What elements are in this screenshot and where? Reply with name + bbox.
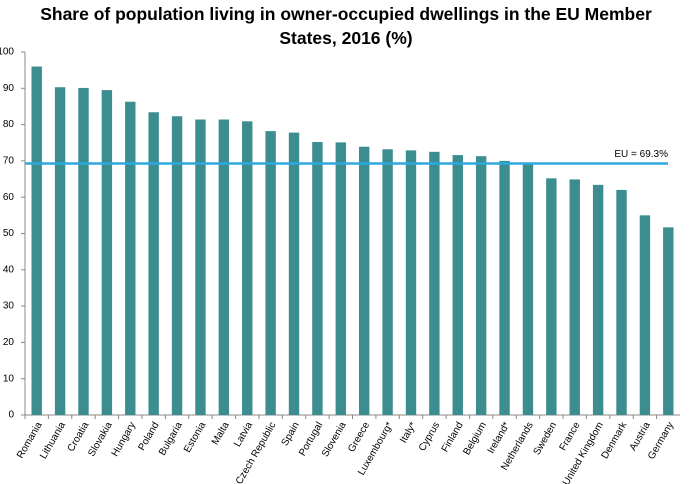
x-tick-label: Malta bbox=[210, 420, 232, 447]
x-tick-label: Cyprus bbox=[417, 420, 442, 453]
y-tick-label: 10 bbox=[3, 373, 15, 384]
bar bbox=[452, 155, 463, 416]
bar bbox=[546, 178, 557, 415]
bar bbox=[569, 179, 580, 415]
bar bbox=[54, 87, 66, 415]
x-tick-label: Croatia bbox=[66, 420, 92, 454]
x-tick-label: Austria bbox=[628, 420, 653, 453]
bar bbox=[429, 151, 440, 415]
bar bbox=[218, 119, 230, 415]
chart-title: Share of population living in owner-occu… bbox=[40, 4, 652, 48]
y-tick-label: 100 bbox=[0, 47, 14, 58]
bar bbox=[616, 189, 627, 415]
y-tick-label: 40 bbox=[3, 264, 15, 275]
bar bbox=[475, 156, 487, 415]
y-tick-label: 70 bbox=[3, 156, 15, 167]
bar bbox=[499, 160, 510, 415]
x-tick-label: Poland bbox=[136, 420, 161, 452]
bar bbox=[382, 149, 393, 415]
reference-label: EU = 69.3% bbox=[614, 149, 668, 160]
y-tick-label: 90 bbox=[3, 83, 15, 94]
bar bbox=[592, 184, 604, 415]
y-tick-label: 60 bbox=[3, 192, 15, 203]
bar bbox=[639, 215, 651, 415]
bar bbox=[242, 121, 253, 415]
y-tick-label: 50 bbox=[3, 228, 15, 239]
x-tick-label: France bbox=[558, 420, 583, 453]
bar bbox=[31, 66, 42, 416]
y-tick-label: 0 bbox=[8, 410, 14, 421]
bar bbox=[265, 131, 276, 415]
y-tick-label: 30 bbox=[3, 301, 15, 312]
x-tick-label: Italy* bbox=[398, 420, 419, 445]
bar bbox=[522, 164, 534, 415]
bar bbox=[125, 101, 136, 415]
bar bbox=[195, 119, 206, 415]
x-tick-label: Bulgaria bbox=[157, 420, 185, 458]
bar bbox=[148, 112, 159, 416]
bar bbox=[78, 87, 89, 415]
bar bbox=[663, 227, 674, 415]
bar bbox=[358, 146, 370, 416]
bar bbox=[335, 142, 347, 415]
y-tick-label: 80 bbox=[3, 119, 15, 130]
y-tick-label: 20 bbox=[3, 337, 15, 348]
bar bbox=[101, 90, 113, 416]
bar bbox=[312, 142, 323, 416]
bar bbox=[171, 116, 183, 415]
x-tick-label: Estonia bbox=[182, 420, 208, 455]
x-tick-label: Latvia bbox=[232, 420, 255, 449]
bar bbox=[288, 132, 300, 415]
bar bbox=[405, 150, 417, 416]
x-tick-label: Spain bbox=[280, 420, 302, 448]
